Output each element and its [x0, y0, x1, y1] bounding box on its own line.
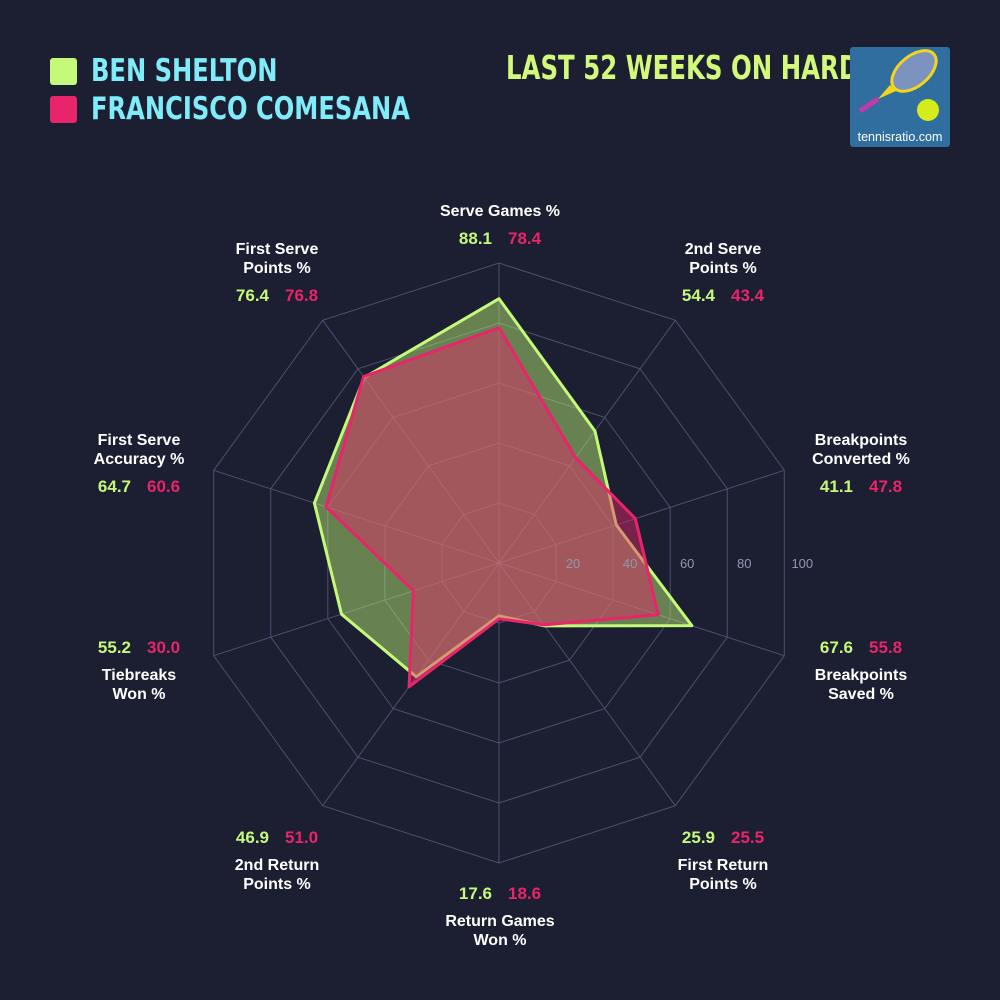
- value-labels: 76.4 76.8: [177, 286, 377, 306]
- value-labels: 17.6 18.6: [400, 884, 600, 904]
- value-label-shelton: 76.4: [235, 286, 269, 305]
- legend: BEN SHELTON FRANCISCO COMESANA: [50, 52, 500, 128]
- axis-label: 46.9 51.0 2nd Return Points %: [177, 828, 377, 894]
- value-label-comesana: 43.4: [731, 286, 765, 305]
- grid-spoke: [213, 562, 500, 657]
- axis-name: 2nd Serve: [684, 241, 762, 258]
- series-area-comesana: [324, 326, 660, 689]
- value-label-comesana: 51.0: [285, 828, 319, 847]
- value-labels: 55.2 30.0: [39, 638, 239, 658]
- tennisratio-logo: tennisratio.com: [850, 47, 950, 147]
- value-label-shelton: 54.4: [681, 286, 715, 305]
- axis-name: Won %: [112, 686, 166, 703]
- tick-label: 40: [623, 556, 637, 571]
- tick-label: 20: [566, 556, 580, 571]
- value-labels: 67.6 55.8: [761, 638, 961, 658]
- axis-label: First Serve Accuracy % 64.7 60.6: [39, 431, 239, 505]
- tick-label: 80: [737, 556, 751, 571]
- value-labels: 88.1 78.4: [400, 229, 600, 249]
- legend-label: FRANCISCO COMESANA: [91, 91, 410, 127]
- logo-text: tennisratio.com: [857, 130, 943, 144]
- value-label-shelton: 41.1: [819, 477, 853, 496]
- axis-label: First Serve Points % 76.4 76.8: [177, 240, 377, 314]
- axis-name: Points %: [689, 876, 757, 893]
- axis-name: First Serve: [97, 432, 181, 449]
- value-label-comesana: 55.8: [869, 638, 903, 657]
- chart-subtitle: LAST 52 WEEKS ON HARD: [506, 48, 860, 87]
- axis-label: 67.6 55.8 Breakpoints Saved %: [761, 638, 961, 704]
- axis-name: Points %: [243, 876, 311, 893]
- axis-label: Serve Games % 88.1 78.4: [400, 202, 600, 257]
- grid-spoke: [498, 562, 676, 806]
- legend-label: BEN SHELTON: [91, 53, 278, 89]
- value-label-comesana: 47.8: [869, 477, 903, 496]
- axis-name: First Return: [677, 857, 769, 874]
- value-label-shelton: 67.6: [819, 638, 853, 657]
- value-label-comesana: 25.5: [731, 828, 765, 847]
- axis-label: 25.9 25.5 First Return Points %: [623, 828, 823, 894]
- grid-spoke: [498, 320, 676, 564]
- grid-spoke: [213, 469, 500, 564]
- value-label-shelton: 25.9: [681, 828, 715, 847]
- axis-name: Serve Games %: [439, 203, 561, 220]
- legend-item-shelton: BEN SHELTON: [50, 52, 500, 90]
- axis-name: Breakpoints: [814, 667, 908, 684]
- grid-spoke: [498, 562, 785, 657]
- tick-label: 60: [680, 556, 694, 571]
- axis-label: 17.6 18.6 Return Games Won %: [400, 884, 600, 950]
- axis-name: Breakpoints: [814, 432, 908, 449]
- value-labels: 41.1 47.8: [761, 477, 961, 497]
- axis-name: Tiebreaks: [101, 667, 177, 684]
- grid-spoke: [322, 320, 500, 564]
- axis-label: 55.2 30.0 Tiebreaks Won %: [39, 638, 239, 704]
- value-label-comesana: 60.6: [147, 477, 181, 496]
- axis-name: Won %: [473, 932, 527, 949]
- value-labels: 25.9 25.5: [623, 828, 823, 848]
- tick-label: 100: [791, 556, 813, 571]
- grid-spoke: [498, 469, 785, 564]
- value-label-shelton: 46.9: [235, 828, 269, 847]
- legend-item-comesana: FRANCISCO COMESANA: [50, 90, 500, 128]
- value-label-comesana: 30.0: [147, 638, 181, 657]
- axis-name: 2nd Return: [234, 857, 320, 874]
- value-label-shelton: 17.6: [458, 884, 492, 903]
- axis-name: Accuracy %: [93, 451, 185, 468]
- value-label-shelton: 64.7: [97, 477, 131, 496]
- value-labels: 46.9 51.0: [177, 828, 377, 848]
- value-label-comesana: 18.6: [508, 884, 542, 903]
- value-label-comesana: 76.8: [285, 286, 319, 305]
- value-label-comesana: 78.4: [508, 229, 542, 248]
- tennis-racket-icon: [858, 49, 939, 121]
- axis-name: Converted %: [812, 451, 910, 468]
- value-labels: 64.7 60.6: [39, 477, 239, 497]
- value-label-shelton: 55.2: [97, 638, 131, 657]
- axis-name: Saved %: [828, 686, 894, 703]
- legend-swatch: [50, 95, 77, 123]
- legend-swatch: [50, 57, 77, 85]
- axis-name: Points %: [243, 260, 311, 277]
- axis-label: 2nd Serve Points % 54.4 43.4: [623, 240, 823, 314]
- value-label-shelton: 88.1: [458, 229, 492, 248]
- axis-name: Return Games: [445, 913, 555, 930]
- axis-name: Points %: [689, 260, 757, 277]
- axis-label: Breakpoints Converted % 41.1 47.8: [761, 431, 961, 505]
- value-labels: 54.4 43.4: [623, 286, 823, 306]
- axis-name: First Serve: [235, 241, 319, 258]
